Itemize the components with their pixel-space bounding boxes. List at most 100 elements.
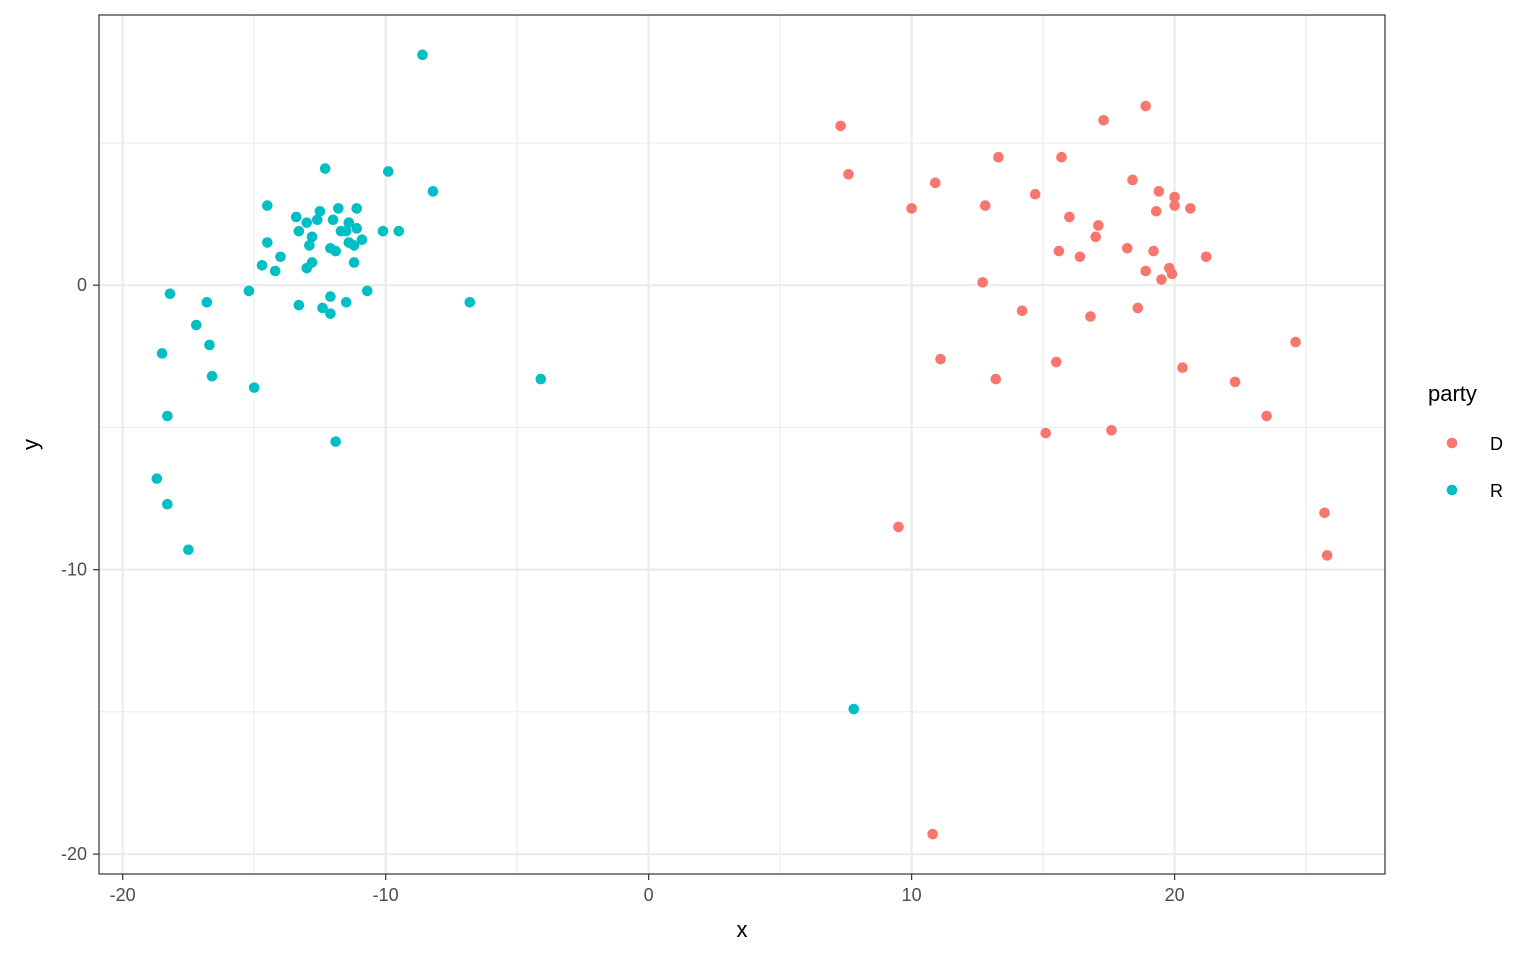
data-point-D: [1177, 362, 1188, 374]
data-point-R: [301, 217, 313, 228]
legend: party DR: [1428, 381, 1503, 501]
x-tick-label: -20: [110, 885, 136, 905]
data-point-R: [535, 373, 547, 385]
data-point-R: [293, 225, 305, 237]
data-point-D: [993, 151, 1004, 163]
x-tick-label: 10: [902, 885, 922, 905]
data-point-D: [843, 168, 854, 180]
legend-key-D: [1446, 437, 1458, 449]
data-point-D: [1085, 311, 1096, 322]
major-gridlines: [99, 15, 1385, 874]
data-point-R: [848, 703, 860, 715]
data-point-D: [1040, 427, 1052, 439]
data-point-R: [191, 319, 202, 331]
data-point-D: [1064, 211, 1075, 223]
data-point-D: [1153, 186, 1165, 197]
data-point-D: [1166, 268, 1178, 280]
data-point-D: [935, 353, 946, 365]
y-axis-title: y: [18, 439, 43, 450]
data-point-R: [464, 296, 476, 308]
data-point-R: [377, 225, 389, 237]
data-point-D: [1156, 274, 1167, 285]
data-point-R: [340, 296, 352, 308]
data-point-D: [1319, 507, 1330, 519]
data-point-D: [835, 120, 846, 132]
data-point-D: [1098, 114, 1109, 126]
data-point-D: [1106, 424, 1117, 436]
data-point-D: [1261, 410, 1272, 422]
data-point-R: [325, 291, 336, 302]
data-point-R: [262, 200, 273, 211]
data-point-R: [356, 234, 368, 246]
data-point-D: [1148, 245, 1159, 257]
data-point-D: [1053, 245, 1065, 257]
data-point-D: [990, 373, 1002, 385]
data-point-D: [906, 203, 917, 214]
data-point-R: [382, 166, 394, 177]
data-point-D: [1090, 231, 1102, 243]
data-point-R: [301, 262, 313, 274]
data-point-R: [417, 49, 428, 61]
x-axis-ticks: -20 -10 0 10 20: [110, 874, 1185, 905]
data-point-D: [927, 828, 938, 840]
data-point-R: [317, 302, 328, 314]
data-point-D: [1140, 100, 1151, 112]
data-point-R: [201, 296, 213, 308]
data-point-D: [1290, 336, 1301, 348]
data-point-R: [248, 382, 260, 393]
data-point-D: [1169, 200, 1180, 211]
data-point-R: [162, 498, 173, 510]
data-point-R: [269, 265, 281, 277]
data-point-D: [893, 521, 904, 533]
data-point-D: [1074, 251, 1086, 263]
data-point-D: [1150, 205, 1162, 217]
data-points: [151, 49, 1333, 840]
data-point-D: [1093, 220, 1104, 231]
data-point-R: [290, 211, 302, 223]
data-point-R: [327, 214, 339, 226]
data-point-R: [351, 223, 363, 234]
data-point-R: [293, 299, 305, 311]
data-point-R: [311, 214, 323, 226]
data-point-D: [977, 277, 988, 288]
y-tick-label: 0: [77, 275, 87, 295]
data-point-R: [156, 348, 168, 359]
data-point-R: [361, 285, 373, 297]
data-point-D: [1050, 356, 1062, 368]
data-point-D: [1185, 203, 1196, 214]
data-point-R: [314, 205, 326, 217]
legend-entries: DR: [1446, 434, 1503, 501]
data-point-R: [275, 251, 286, 263]
data-point-R: [325, 308, 336, 319]
data-point-D: [1200, 251, 1212, 263]
data-point-R: [343, 237, 355, 248]
y-axis-ticks: 0 -10 -20: [61, 275, 99, 864]
x-axis-title: x: [737, 917, 748, 942]
x-tick-label: 20: [1165, 885, 1185, 905]
data-point-R: [351, 203, 363, 214]
x-tick-label: -10: [373, 885, 399, 905]
data-point-R: [427, 186, 439, 197]
data-point-R: [183, 544, 194, 556]
legend-title: party: [1428, 381, 1477, 406]
data-point-R: [325, 242, 336, 254]
data-point-D: [1121, 242, 1133, 254]
data-point-D: [929, 177, 941, 189]
data-point-R: [306, 231, 318, 243]
minor-gridlines: [99, 15, 1385, 874]
data-point-D: [1029, 188, 1041, 200]
data-point-D: [1132, 302, 1144, 314]
plot-panel-border: [98, 14, 1386, 875]
data-point-D: [1140, 265, 1151, 277]
data-point-R: [204, 339, 215, 351]
data-point-R: [151, 473, 163, 484]
data-point-R: [343, 217, 355, 228]
legend-label-D: D: [1490, 434, 1503, 454]
data-point-R: [335, 225, 347, 237]
data-point-R: [330, 436, 341, 447]
data-point-R: [162, 410, 173, 422]
data-point-R: [206, 370, 218, 382]
data-point-D: [1056, 151, 1067, 163]
